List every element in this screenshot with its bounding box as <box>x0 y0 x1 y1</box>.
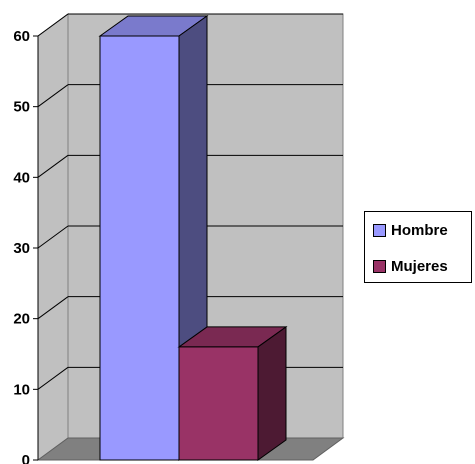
y-tick-label: 0 <box>22 452 30 464</box>
bar-side-mujeres <box>257 325 287 461</box>
gridline-side <box>37 225 69 249</box>
legend: Hombre Mujeres <box>364 211 472 283</box>
legend-swatch-mujeres <box>373 259 386 273</box>
y-tick-label: 60 <box>13 28 30 45</box>
y-axis: 0 10 20 30 40 50 60 <box>13 28 39 464</box>
y-tick-label: 20 <box>13 311 30 328</box>
gridline-side <box>37 13 69 37</box>
bar-mujeres <box>178 346 259 461</box>
legend-item-mujeres: Mujeres <box>373 257 448 275</box>
bars <box>98 15 288 461</box>
y-tick-label: 40 <box>13 169 30 186</box>
y-tick-label: 10 <box>13 381 30 398</box>
legend-label-hombre: Hombre <box>391 221 448 239</box>
y-tick-label: 30 <box>13 240 30 257</box>
gridline-side <box>37 296 69 320</box>
legend-label-mujeres: Mujeres <box>391 257 448 275</box>
y-tick-label: 50 <box>13 99 30 116</box>
legend-item-hombre: Hombre <box>373 221 448 239</box>
legend-swatch-hombre <box>373 223 386 237</box>
gridline-side <box>37 366 69 390</box>
gridline-side <box>37 84 69 108</box>
bar-hombre <box>99 35 180 461</box>
gridline-side <box>37 154 69 178</box>
